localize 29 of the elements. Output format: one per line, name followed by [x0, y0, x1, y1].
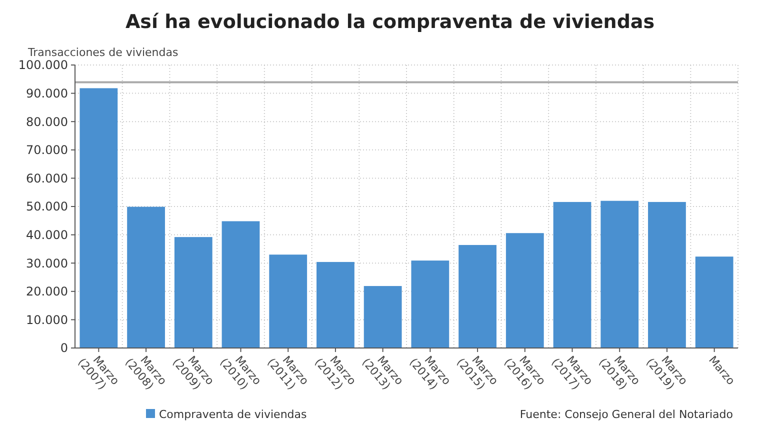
- y-tick-label: 100.000: [18, 58, 68, 72]
- bar: [411, 260, 450, 348]
- legend-label: Compraventa de viviendas: [159, 408, 308, 421]
- y-tick-label: 40.000: [26, 228, 68, 242]
- source-note: Fuente: Consejo General del Notariado: [520, 408, 734, 421]
- bar: [364, 286, 402, 348]
- bar: [553, 202, 592, 348]
- y-tick-label: 80.000: [26, 114, 68, 129]
- bar: [222, 221, 260, 348]
- bar: [695, 256, 734, 348]
- bar: [600, 200, 639, 348]
- bar: [269, 254, 308, 348]
- y-tick-label: 60.000: [26, 171, 68, 186]
- y-tick-label: 20.000: [26, 284, 68, 299]
- chart-title: Así ha evolucionado la compraventa de viviendas: [125, 11, 655, 33]
- y-tick-label: 50.000: [26, 200, 68, 214]
- y-tick-label: 30.000: [26, 256, 68, 270]
- bar: [174, 237, 212, 348]
- y-axis-title: Transacciones de viviendas: [27, 46, 178, 59]
- y-tick-label: 90.000: [26, 86, 68, 100]
- y-tick-label: 70.000: [26, 143, 68, 158]
- bar: [648, 202, 686, 348]
- y-tick-label: 0: [60, 341, 68, 356]
- y-tick-label: 10.000: [26, 312, 68, 327]
- bar: [458, 244, 496, 348]
- bar: [316, 262, 354, 348]
- bar: [80, 88, 118, 348]
- bar: [506, 233, 544, 348]
- bar: [127, 206, 165, 348]
